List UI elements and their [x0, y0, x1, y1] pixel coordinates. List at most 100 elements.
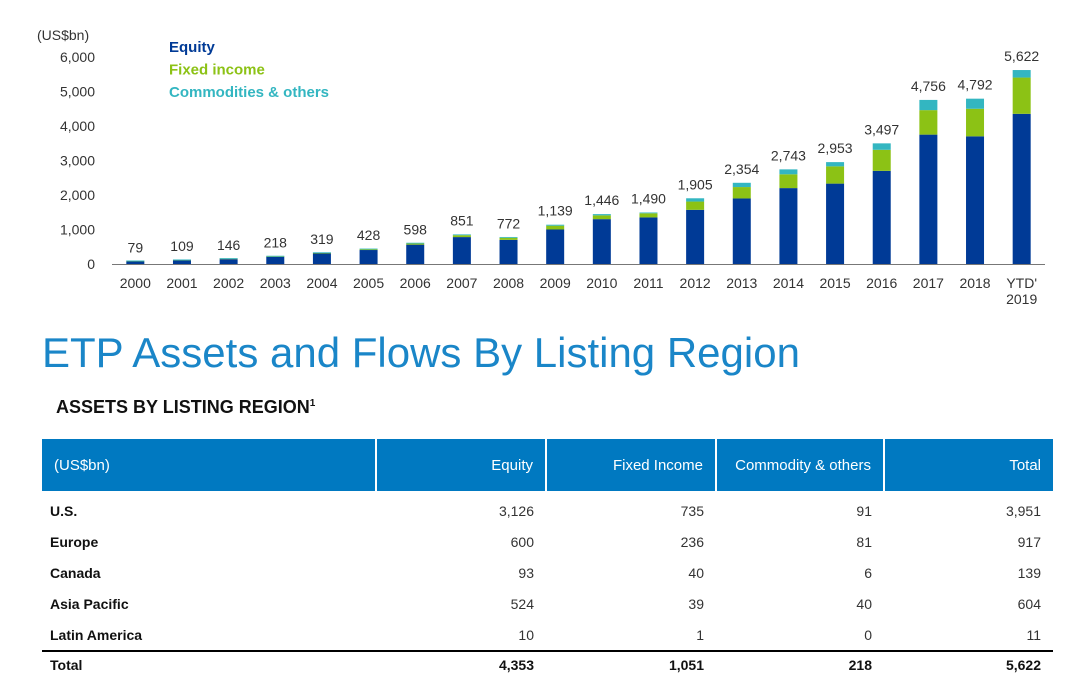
cell-equity: 600	[510, 533, 534, 550]
legend-entry: Commodities & others	[169, 84, 329, 101]
bar-total-label: 4,792	[958, 77, 993, 93]
bar-segment-fixed-income	[779, 174, 798, 189]
row-label: Total	[42, 650, 376, 678]
bar-total-label: 2,953	[818, 140, 853, 156]
bar-total-label: 851	[450, 213, 474, 229]
y-tick-label: 1,000	[60, 222, 95, 238]
x-tick-label: YTD'	[1006, 275, 1037, 291]
x-tick-label: 2002	[213, 275, 244, 291]
cell-total: 917	[1017, 533, 1041, 550]
table-row: Asia Pacific 524 39 40 604	[42, 588, 1053, 619]
bar-segment-commodities-others	[219, 258, 238, 259]
bar-segment-commodities-others	[919, 99, 938, 111]
cell-equity: 524	[510, 595, 534, 612]
bar-segment-equity	[1012, 113, 1031, 264]
x-tick-label: 2011	[633, 275, 663, 291]
row-label: Latin America	[50, 626, 143, 643]
legend-entry: Fixed income	[169, 62, 265, 79]
x-tick-label: 2000	[120, 275, 151, 291]
x-tick-label: 2008	[493, 275, 524, 291]
bar-segment-equity	[359, 250, 378, 264]
x-tick-label: 2004	[306, 275, 337, 291]
cell-fixed-income: 735	[680, 502, 704, 519]
cell-equity: 10	[518, 626, 534, 643]
etp-assets-stacked-bar-chart: (US$bn) 0 1,000 2,000 3,000 4,000 5,000 6,000 79…	[37, 27, 1045, 307]
bar-segment-equity	[546, 229, 565, 264]
y-tick-label: 2,000	[60, 187, 95, 203]
legend-entry: Equity	[169, 39, 215, 56]
bar-segment-commodities-others	[266, 255, 285, 257]
bar-segment-commodities-others	[732, 182, 751, 188]
bar-segment-commodities-others	[592, 214, 611, 216]
bar-segment-commodities-others	[126, 260, 145, 262]
bar-segment-equity	[872, 170, 891, 264]
bar-segment-equity	[406, 244, 425, 264]
cell-commodity: 91	[856, 502, 872, 519]
header-total: Total	[883, 439, 1053, 491]
header-equity: Equity	[375, 439, 546, 491]
bar-segment-fixed-income	[359, 249, 378, 251]
bar-segment-equity	[312, 253, 331, 264]
cell-commodity: 40	[856, 595, 872, 612]
bar-segment-equity	[826, 183, 845, 264]
bar-total-label: 428	[357, 227, 381, 243]
cell-fixed-income: 1	[696, 626, 704, 643]
bar-total-label: 109	[170, 238, 194, 254]
total-equity: 4,353	[376, 650, 546, 678]
table-title: ASSETS BY LISTING REGION1	[56, 397, 315, 418]
bar-segment-fixed-income	[732, 187, 751, 199]
bar-segment-equity	[219, 259, 238, 264]
bar-segment-equity	[779, 188, 798, 264]
bar-total-label: 1,139	[538, 203, 573, 219]
bar-segment-fixed-income	[546, 225, 565, 230]
bar-total-label: 2,743	[771, 147, 806, 163]
bar-total-label: 1,905	[678, 176, 713, 192]
bar-total-label: 3,497	[864, 121, 899, 137]
bar-segment-equity	[686, 209, 705, 264]
x-tick-label: 2018	[959, 275, 990, 291]
bar-total-label: 598	[404, 221, 428, 237]
row-label: Asia Pacific	[50, 595, 129, 612]
bar-segment-commodities-others	[312, 252, 331, 254]
x-tick-label: 2001	[166, 275, 197, 291]
bar-total-label: 772	[497, 215, 521, 231]
bar-segment-equity	[499, 239, 518, 264]
y-axis-unit-label: (US$bn)	[37, 27, 89, 43]
cell-equity: 93	[518, 564, 534, 581]
table-row: Latin America 10 1 0 11	[42, 619, 1053, 651]
bar-segment-commodities-others	[406, 242, 425, 244]
table-row: Canada 93 40 6 139	[42, 557, 1053, 588]
x-tick-label: 2013	[726, 275, 757, 291]
row-label: Canada	[50, 564, 101, 581]
bar-segment-commodities-others	[172, 259, 191, 261]
bar-segment-commodities-others	[639, 212, 658, 214]
bar-segment-equity	[732, 198, 751, 264]
bar-total-label: 218	[264, 234, 288, 250]
bar-segment-equity	[919, 134, 938, 264]
bar-segment-commodities-others	[872, 143, 891, 150]
bar-segment-equity	[266, 256, 285, 264]
bar-segment-commodities-others	[826, 162, 845, 167]
bar-segment-fixed-income	[639, 213, 658, 218]
cell-commodity: 81	[856, 533, 872, 550]
cell-equity: 3,126	[498, 502, 534, 519]
bar-segment-commodities-others	[686, 198, 705, 202]
table-row: U.S. 3,126 735 91 3,951	[42, 491, 1053, 526]
cell-total: 3,951	[1005, 502, 1041, 519]
bar-segment-fixed-income	[499, 237, 518, 240]
page-title: ETP Assets and Flows By Listing Region	[42, 329, 800, 376]
x-tick-label: 2019	[1006, 291, 1037, 307]
x-tick-label: 2015	[819, 275, 850, 291]
table-total-row: Total 4,353 1,051 218 5,622	[42, 650, 1053, 678]
bar-segment-commodities-others	[779, 169, 798, 175]
cell-fixed-income: 236	[680, 533, 704, 550]
table-row: Europe 600 236 81 917	[42, 526, 1053, 557]
y-tick-label: 6,000	[60, 49, 95, 65]
table-title-text: ASSETS BY LISTING REGION	[56, 397, 310, 417]
bar-segment-fixed-income	[686, 201, 705, 210]
bar-segment-fixed-income	[966, 108, 985, 137]
bar-segment-commodities-others	[546, 224, 565, 226]
bar-segment-equity	[126, 261, 145, 264]
cell-commodity: 6	[864, 564, 872, 581]
bar-segment-fixed-income	[872, 149, 891, 171]
